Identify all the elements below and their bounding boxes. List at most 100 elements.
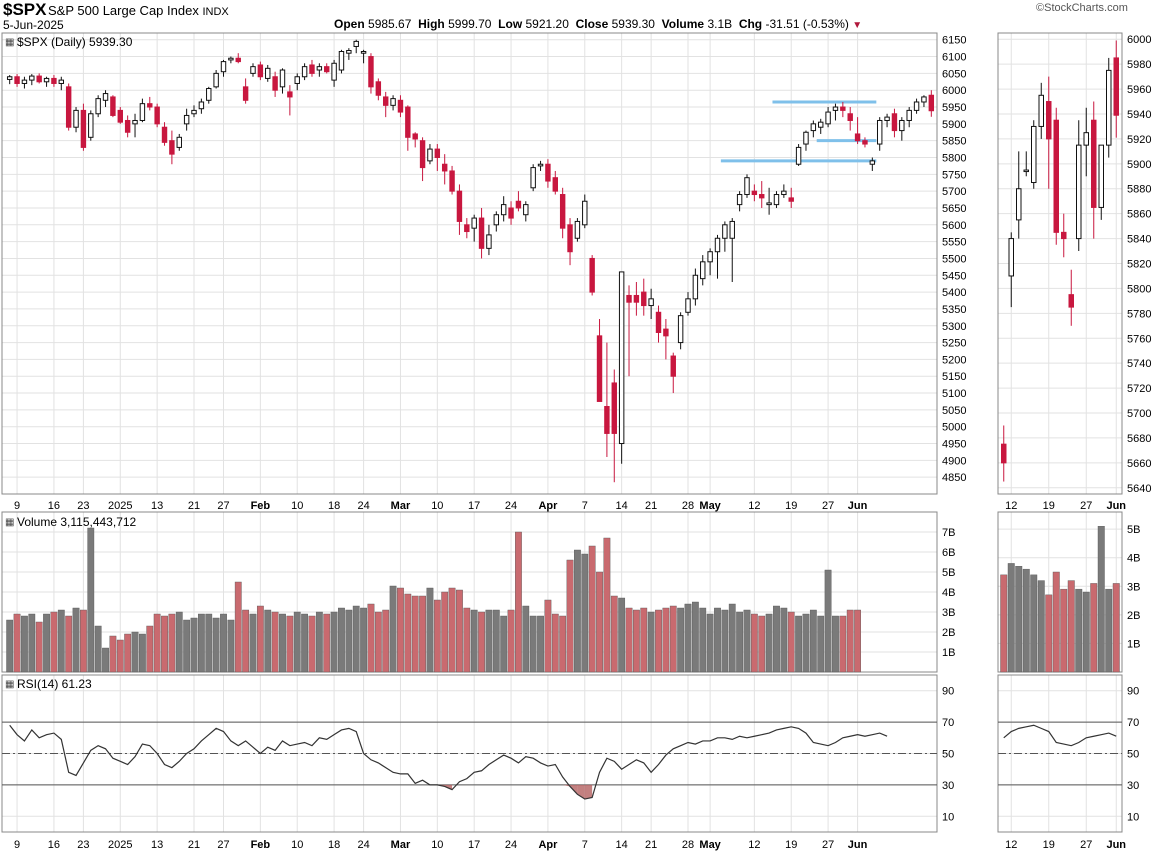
x-tick-label-bottom: 18 [328, 839, 340, 851]
inset-price-y-tick-label: 6000 [1127, 34, 1151, 46]
candlestick [441, 163, 448, 172]
inset-volume-bar [1067, 580, 1075, 673]
inset-price-y-tick-label: 5940 [1127, 109, 1151, 121]
volume-bar [574, 549, 581, 673]
volume-bar [264, 609, 272, 673]
inset-candlestick [1001, 443, 1007, 464]
inset-price-y-tick-label: 5720 [1127, 383, 1151, 395]
price-y-tick-label: 5300 [942, 321, 966, 333]
volume-bar [566, 559, 574, 673]
inset-candlestick [1106, 69, 1112, 146]
candlestick [692, 274, 699, 300]
inset-price-y-tick-label: 5780 [1127, 308, 1151, 320]
candlestick [29, 75, 35, 81]
candlestick [301, 66, 308, 78]
volume-bar [581, 553, 589, 673]
inset-volume-bar [1075, 588, 1083, 673]
index-name-text: S&P 500 Large Cap Index [48, 3, 199, 18]
candlestick [759, 194, 765, 199]
candlestick [272, 76, 278, 91]
candlestick [515, 200, 522, 209]
volume-bar [286, 615, 294, 673]
volume-bar [183, 619, 191, 673]
symbol: $SPX [3, 0, 47, 19]
candlestick [338, 51, 345, 71]
inset-candlestick [1061, 231, 1067, 240]
inset-volume-bar [1007, 563, 1015, 673]
inset-price-y-tick-label: 5920 [1127, 134, 1151, 146]
low-label: Low [498, 17, 523, 31]
volume-bar [618, 597, 626, 673]
volume-bar [65, 615, 73, 673]
candlestick [847, 113, 853, 121]
inset-volume-y-tick-label: 4B [1127, 553, 1140, 565]
volume-bar [6, 619, 14, 673]
volume-bar [109, 635, 117, 673]
rsi-y-tick-label: 50 [942, 749, 954, 761]
candlestick [899, 119, 905, 132]
volume-bar [87, 527, 95, 673]
price-y-tick-label: 4950 [942, 439, 966, 451]
candlestick [73, 109, 79, 128]
volume-bar [824, 569, 832, 673]
candlestick [80, 109, 87, 148]
price-y-tick-label: 5050 [942, 405, 966, 417]
candlestick [95, 98, 101, 115]
volume-bar [249, 613, 257, 673]
candlestick [36, 75, 42, 83]
x-tick-label: 7 [582, 500, 588, 512]
candlestick [574, 220, 581, 239]
price-y-tick-label: 5850 [942, 136, 966, 148]
inset-price-y-tick-label: 5700 [1127, 408, 1151, 420]
candlestick [736, 194, 743, 206]
volume-bar [35, 621, 43, 673]
volume-bar [345, 609, 353, 673]
x-tick-label: 23 [77, 500, 89, 512]
volume-value: 3.1B [707, 17, 733, 31]
volume-bar [448, 587, 456, 673]
candlestick [242, 86, 249, 101]
candlestick [397, 99, 404, 113]
price-y-tick-label: 5350 [942, 304, 966, 316]
candlestick [14, 76, 20, 84]
x-tick-label-bottom: 27 [217, 839, 229, 851]
volume-bar [13, 613, 21, 673]
inset-rsi-y-tick-label: 30 [1127, 780, 1139, 792]
price-panel-frame [1, 32, 938, 495]
inset-candlestick [1076, 144, 1082, 240]
x-tick-label: 10 [431, 500, 443, 512]
volume-y-tick-label: 5B [942, 567, 955, 579]
inset-candlestick [1016, 188, 1022, 221]
candlestick [110, 96, 116, 116]
candlestick [309, 64, 315, 74]
volume-bar [426, 587, 434, 673]
volume-bar [706, 613, 714, 673]
volume-bar [728, 603, 736, 673]
inset-volume-bar [1112, 583, 1120, 673]
candlestick [360, 51, 367, 54]
candlestick [891, 113, 898, 132]
volume-bar [57, 609, 65, 673]
price-y-tick-label: 5750 [942, 169, 966, 181]
candlestick [906, 109, 912, 121]
inset-x-tick-label: Jun [1106, 500, 1126, 512]
candlestick [552, 177, 559, 192]
candlestick [43, 77, 50, 83]
inset-candlestick [1068, 294, 1074, 308]
inset-candlestick [1008, 238, 1014, 277]
price-y-tick-label: 5700 [942, 186, 966, 198]
candlestick [537, 163, 544, 167]
inset-x-tick-label: 19 [1043, 500, 1055, 512]
volume-bar [765, 613, 773, 673]
inset-price-y-tick-label: 5680 [1127, 433, 1151, 445]
volume-bar [72, 607, 80, 673]
volume-bar [124, 633, 132, 673]
volume-bar [330, 611, 338, 673]
price-y-tick-label: 5500 [942, 253, 966, 265]
x-tick-label-bottom: 27 [822, 839, 834, 851]
candlestick [449, 170, 455, 192]
candlestick [633, 294, 640, 303]
candlestick [714, 237, 721, 253]
candlestick [228, 57, 234, 61]
